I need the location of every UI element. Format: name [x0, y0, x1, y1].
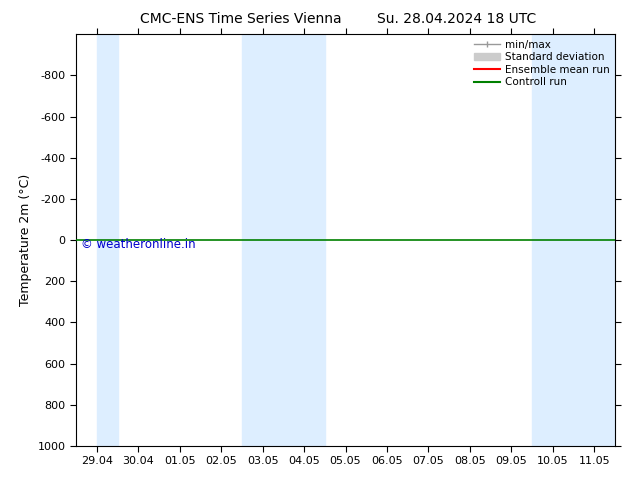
Text: © weatheronline.in: © weatheronline.in [81, 238, 196, 251]
Y-axis label: Temperature 2m (°C): Temperature 2m (°C) [19, 174, 32, 306]
Bar [97, 34, 117, 446]
Bar [532, 34, 615, 446]
Text: CMC-ENS Time Series Vienna: CMC-ENS Time Series Vienna [140, 12, 342, 26]
Legend: min/max, Standard deviation, Ensemble mean run, Controll run: min/max, Standard deviation, Ensemble me… [472, 37, 612, 89]
Bar [242, 34, 325, 446]
Text: Su. 28.04.2024 18 UTC: Su. 28.04.2024 18 UTC [377, 12, 536, 26]
